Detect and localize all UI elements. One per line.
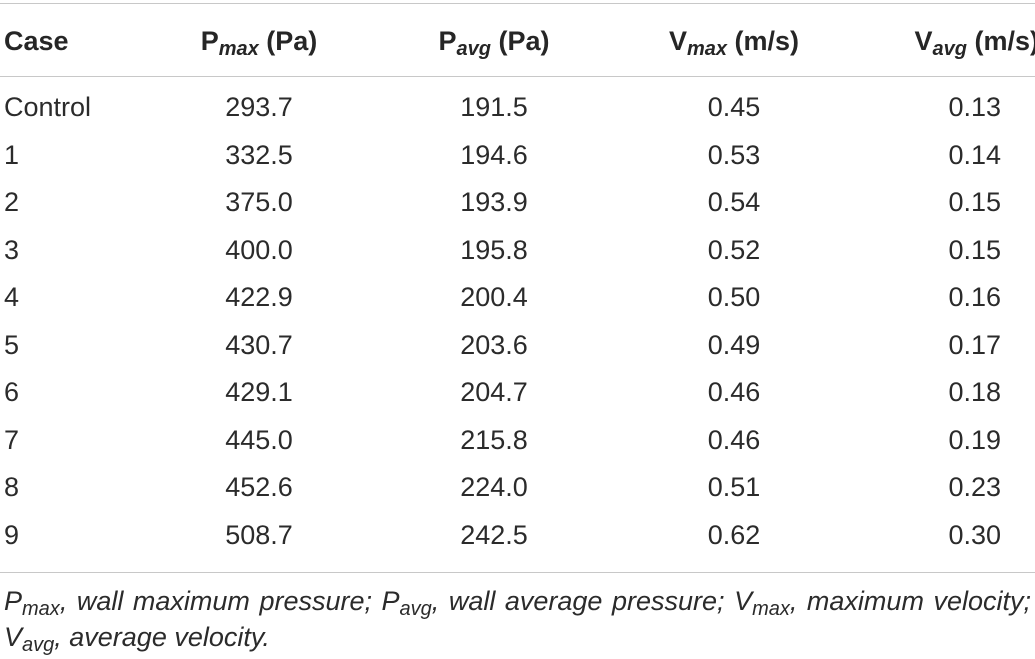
header-vavg-symbol: V (914, 26, 933, 56)
header-bottom-rule (0, 76, 1035, 77)
cell-pmax: 445.0 (225, 424, 293, 455)
table-top-rule (0, 3, 1035, 4)
footnote-pavg-desc: , wall average pressure; (431, 586, 735, 616)
cell-pavg: 200.4 (460, 282, 528, 313)
table-row: 9 508.7 242.5 0.62 0.30 (0, 512, 1035, 560)
cell-vavg: 0.18 (948, 377, 1001, 408)
cell-vavg: 0.23 (948, 472, 1001, 503)
header-pmax-unit: (Pa) (258, 26, 318, 56)
cell-vavg: 0.15 (948, 187, 1001, 218)
cell-case: 5 (4, 329, 20, 360)
table-row: 7 445.0 215.8 0.46 0.19 (0, 417, 1035, 465)
cell-vmax: 0.46 (707, 377, 761, 408)
table-header-row: Case Pmax (Pa) Pavg (Pa) Vmax (m/s) Vavg… (0, 6, 1035, 76)
header-pmax: Pmax (Pa) (144, 6, 374, 76)
table-row: 5 430.7 203.6 0.49 0.17 (0, 322, 1035, 370)
results-table: Case Pmax (Pa) Pavg (Pa) Vmax (m/s) Vavg… (0, 6, 1035, 559)
cell-case: 9 (4, 519, 20, 550)
header-vavg-unit: (m/s) (966, 26, 1035, 56)
footnote-vavg-symbol: V (4, 622, 23, 652)
cell-vmax: 0.52 (707, 234, 761, 265)
header-pmax-symbol: P (200, 26, 219, 56)
table-row: 1 332.5 194.6 0.53 0.14 (0, 132, 1035, 180)
cell-case: 2 (4, 187, 20, 218)
cell-case: 3 (4, 234, 20, 265)
cell-case: 7 (4, 424, 20, 455)
cell-vmax: 0.53 (707, 139, 761, 170)
cell-pmax: 452.6 (225, 472, 293, 503)
header-vmax-subscript: max (686, 38, 728, 60)
cell-vmax: 0.51 (707, 472, 761, 503)
cell-pmax: 422.9 (225, 282, 293, 313)
table-row: 4 422.9 200.4 0.50 0.16 (0, 274, 1035, 322)
cell-vmax: 0.50 (707, 282, 761, 313)
header-pavg-symbol: P (438, 26, 457, 56)
cell-pmax: 293.7 (225, 92, 293, 123)
header-pavg-subscript: avg (456, 38, 491, 60)
cell-vavg: 0.14 (948, 139, 1001, 170)
cell-case: 8 (4, 472, 20, 503)
cell-case: 1 (4, 139, 20, 170)
footnote-vavg-desc: , average velocity. (54, 622, 270, 652)
header-vmax: Vmax (m/s) (614, 6, 854, 76)
header-pavg: Pavg (Pa) (374, 6, 614, 76)
cell-vmax: 0.54 (707, 187, 761, 218)
footnote-pmax-symbol: P (4, 586, 23, 616)
header-case-label: Case (4, 26, 69, 56)
cell-pmax: 429.1 (225, 377, 293, 408)
cell-vmax: 0.62 (707, 519, 761, 550)
footnote-vavg-subscript: avg (22, 634, 55, 656)
cell-pmax: 332.5 (225, 139, 293, 170)
cell-pmax: 400.0 (225, 234, 293, 265)
cell-pavg: 242.5 (460, 519, 528, 550)
cell-vavg: 0.30 (948, 519, 1001, 550)
header-vavg: Vavg (m/s) (854, 6, 1035, 76)
footnote-vmax-desc: , maximum velocity; (789, 586, 1035, 616)
header-case: Case (0, 6, 144, 76)
cell-pavg: 193.9 (460, 187, 528, 218)
cell-vmax: 0.49 (707, 329, 761, 360)
table-row: 8 452.6 224.0 0.51 0.23 (0, 464, 1035, 512)
cell-pavg: 215.8 (460, 424, 528, 455)
footnote-vmax-subscript: max (752, 598, 790, 620)
table-bottom-rule (0, 572, 1035, 573)
cell-pavg: 203.6 (460, 329, 528, 360)
cell-pmax: 508.7 (225, 519, 293, 550)
cell-pmax: 430.7 (225, 329, 293, 360)
cell-vmax: 0.46 (707, 424, 761, 455)
cell-vavg: 0.16 (948, 282, 1001, 313)
footnote-pavg-symbol: P (381, 586, 400, 616)
cell-case: Control (4, 92, 92, 123)
footnote-vmax-symbol: V (734, 586, 753, 616)
cell-vavg: 0.19 (948, 424, 1001, 455)
header-vmax-symbol: V (668, 26, 687, 56)
header-vavg-subscript: avg (932, 38, 967, 60)
header-vmax-unit: (m/s) (727, 26, 800, 56)
cell-pavg: 195.8 (460, 234, 528, 265)
table-row: 3 400.0 195.8 0.52 0.15 (0, 227, 1035, 275)
header-pavg-unit: (Pa) (490, 26, 550, 56)
cell-pmax: 375.0 (225, 187, 293, 218)
cell-pavg: 224.0 (460, 472, 528, 503)
table-row: Control 293.7 191.5 0.45 0.13 (0, 76, 1035, 132)
table-row: 2 375.0 193.9 0.54 0.15 (0, 179, 1035, 227)
cell-pavg: 194.6 (460, 139, 528, 170)
footnote-pavg-subscript: avg (399, 598, 432, 620)
footnote-pmax-desc: , wall maximum pressure; (59, 586, 382, 616)
cell-case: 6 (4, 377, 20, 408)
cell-vmax: 0.45 (707, 92, 761, 123)
table-footnote: Pmax, wall maximum pressure; Pavg, wall … (4, 583, 1031, 655)
footnote-pmax-subscript: max (22, 598, 60, 620)
cell-vavg: 0.17 (948, 329, 1001, 360)
cell-pavg: 204.7 (460, 377, 528, 408)
cell-vavg: 0.13 (948, 92, 1001, 123)
table-row: 6 429.1 204.7 0.46 0.18 (0, 369, 1035, 417)
cell-case: 4 (4, 282, 20, 313)
header-pmax-subscript: max (218, 38, 259, 60)
cell-vavg: 0.15 (948, 234, 1001, 265)
cell-pavg: 191.5 (460, 92, 528, 123)
